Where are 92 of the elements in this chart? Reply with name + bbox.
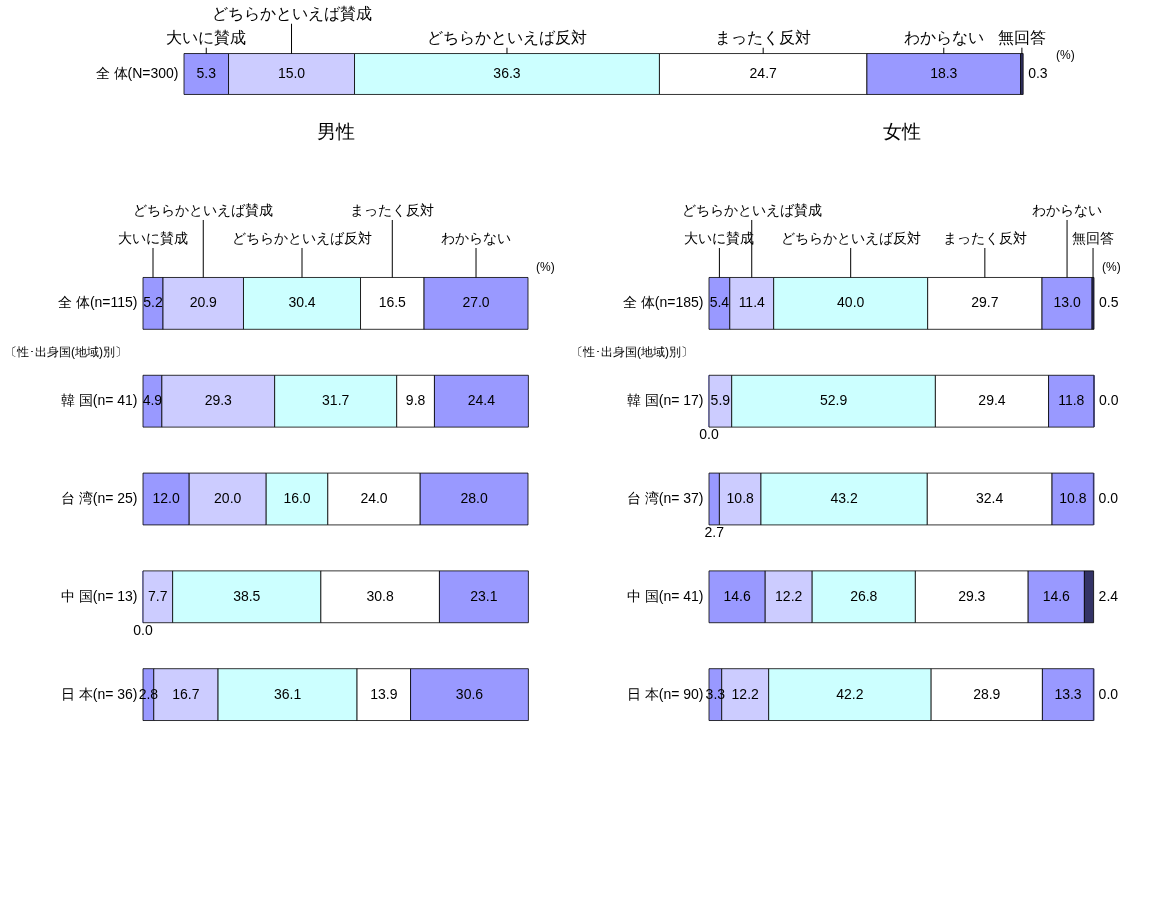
data-label: 32.4	[976, 490, 1004, 506]
series-label: どちらかといえば反対	[426, 28, 587, 46]
y-tick-label: 全 体(n=115)	[58, 294, 138, 311]
text: 大いに賛成	[118, 230, 189, 246]
data-label: 5.4	[709, 294, 730, 311]
data-label: 23.1	[470, 587, 498, 604]
data-label: 11.8	[1058, 392, 1085, 409]
data-label: 20.9	[189, 294, 218, 311]
y-tick-label: 韓 国(n= 17)	[626, 392, 704, 409]
data-label: 14.6	[723, 587, 751, 604]
data-label: 29.7	[971, 294, 999, 311]
data-label: 5.2	[143, 294, 163, 311]
data-label: 0.5	[1099, 294, 1119, 311]
data-label: 26.8	[850, 587, 878, 604]
data-label: 13.0	[1053, 294, 1081, 311]
data-label: 30.6	[455, 685, 484, 702]
chart-title: 男性	[316, 121, 355, 142]
data-label: 31.7	[322, 392, 350, 409]
text: 無回答	[1072, 230, 1115, 246]
data-label: 36.3	[493, 65, 521, 81]
data-label: 18.3	[930, 65, 958, 81]
data-label: 24.4	[467, 392, 496, 409]
series-label: 無回答	[997, 28, 1046, 46]
data-label: 13.3	[1054, 685, 1082, 702]
chart-title: 女性	[882, 121, 921, 142]
data-label: 38.5	[233, 587, 261, 604]
text: 〔性･出身国(地域)別〕	[5, 345, 127, 360]
data-label: 29.3	[204, 392, 233, 409]
data-label: 0.3	[1028, 65, 1048, 81]
data-label: 0.0	[133, 621, 153, 638]
data-label: 12.2	[731, 685, 760, 702]
data-label: 16.7	[172, 685, 200, 702]
data-label: 20.0	[214, 490, 242, 506]
data-label: 12.2	[775, 587, 803, 604]
data-label: 11.4	[738, 294, 766, 311]
data-label: 0.0	[1098, 490, 1119, 506]
data-label: 9.8	[405, 392, 426, 409]
text: (%)	[1056, 47, 1075, 62]
data-label: 14.6	[1042, 587, 1071, 604]
data-label: 13.9	[370, 685, 398, 702]
text: どちらかといえば賛成	[211, 4, 372, 22]
y-tick-label: 台 湾(n= 37)	[626, 490, 704, 506]
data-label: 16.0	[283, 490, 311, 506]
data-label: 36.1	[273, 685, 302, 702]
series-label: まったく反対	[715, 28, 812, 46]
text: まったく反対	[942, 230, 1027, 246]
data-label: 10.8	[726, 490, 755, 506]
data-label: 15.0	[277, 65, 306, 81]
data-label: 5.9	[710, 392, 731, 409]
text: 〔性･出身国(地域)別〕	[571, 345, 693, 360]
data-label: 5.3	[196, 65, 217, 81]
data-label: 0.0	[1098, 685, 1119, 702]
data-label: 24.7	[749, 65, 778, 81]
data-label: 0.0	[1099, 392, 1119, 409]
data-label: 28.0	[460, 490, 488, 506]
data-label: 7.7	[148, 587, 168, 604]
y-tick-label: 日 本(n= 36)	[60, 685, 138, 702]
data-label: 30.8	[366, 587, 394, 604]
data-label: 24.0	[360, 490, 388, 506]
text: どちらかといえば反対	[780, 230, 921, 246]
y-tick-label: 日 本(n= 90)	[626, 685, 704, 702]
data-label: 28.9	[973, 685, 1001, 702]
text: まったく反対	[350, 202, 435, 218]
data-label: 29.4	[978, 392, 1006, 409]
data-label: 0.0	[699, 426, 719, 443]
text: わからない	[1032, 202, 1103, 218]
y-tick-label: 全 体(N=300)	[95, 65, 179, 81]
y-tick-label: 台 湾(n= 25)	[60, 490, 138, 506]
series-label: わからない	[903, 28, 984, 46]
data-label: 2.7	[704, 523, 725, 540]
data-label: 30.4	[288, 294, 316, 311]
text: どちらかといえば賛成	[681, 202, 822, 218]
data-label: 16.5	[378, 294, 407, 311]
text: どちらかといえば賛成	[133, 202, 274, 218]
data-label: 2.4	[1098, 587, 1119, 604]
data-label: 29.3	[958, 587, 986, 604]
data-label: 40.0	[837, 294, 865, 311]
series-label: 大いに賛成	[166, 28, 247, 46]
data-label: 27.0	[462, 294, 490, 311]
text: わからない	[441, 230, 512, 246]
data-label: 52.9	[819, 392, 848, 409]
data-label: 12.0	[152, 490, 180, 506]
y-tick-label: 中 国(n= 13)	[60, 587, 138, 604]
y-tick-label: 全 体(n=185)	[622, 294, 704, 311]
y-tick-label: 中 国(n= 41)	[626, 587, 704, 604]
y-tick-label: 韓 国(n= 41)	[60, 392, 138, 409]
data-label: 43.2	[830, 490, 858, 506]
text: どちらかといえば反対	[232, 230, 373, 246]
text: (%)	[1102, 259, 1121, 274]
data-label: 42.2	[836, 685, 864, 702]
text: (%)	[536, 259, 555, 274]
data-label: 10.8	[1059, 490, 1087, 506]
